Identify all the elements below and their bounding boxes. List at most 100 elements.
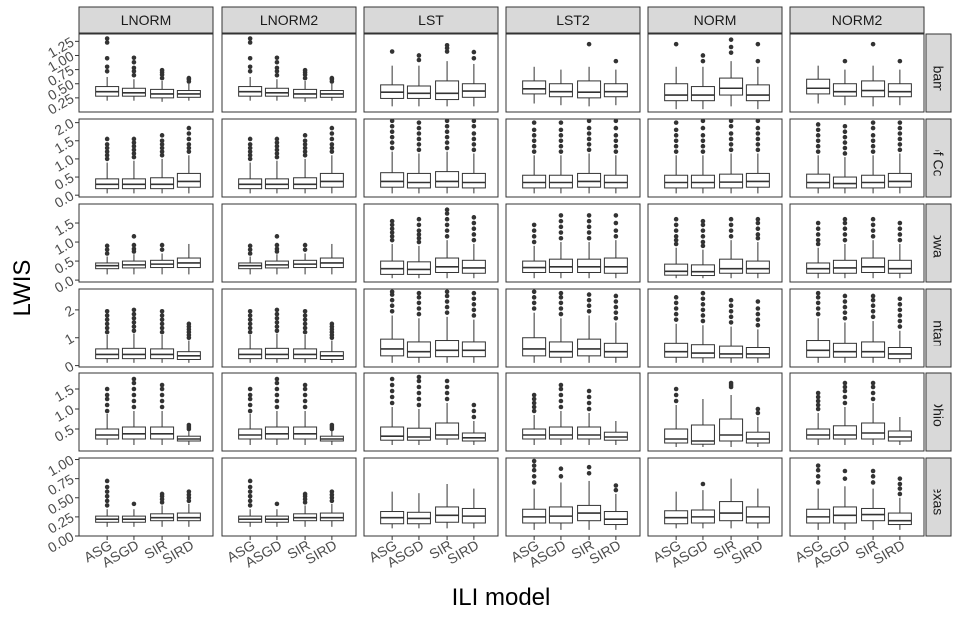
box [319,172,344,188]
facet-grid: LNORM LNORM2 LST LST2 NORM NORM2 AlabamaDistri… [45,6,952,570]
outlier-point [558,474,564,479]
outlier-point [159,382,165,388]
outlier-point [755,226,761,232]
outlier-point [416,216,422,222]
row-strip [925,33,952,113]
box [522,428,547,440]
column-strip [221,6,357,34]
outlier-point [131,65,137,71]
outlier-point [613,125,619,131]
column-strip [78,6,214,34]
box [719,501,744,522]
outlier-point [755,220,761,226]
outlier-point [302,67,308,73]
outlier-point [673,311,679,317]
outlier-point [274,315,280,321]
outlier-point [842,226,848,232]
outlier-point [274,398,280,404]
outlier-point [700,58,706,64]
outlier-point [673,216,679,222]
box [121,347,146,360]
outlier-point [815,226,821,232]
box [719,345,744,359]
outlier-point [302,392,308,398]
outlier-point [389,123,395,129]
outlier-point [815,474,821,479]
outlier-point [104,493,110,499]
outlier-point [159,142,165,147]
outlier-point [673,133,679,138]
box [603,174,628,189]
outlier-point [247,69,253,74]
outlier-point [159,321,165,327]
outlier-point [728,228,734,233]
outlier-point [274,69,280,74]
outlier-point [104,329,110,335]
box [861,422,886,440]
outlier-point [274,242,280,248]
outlier-point [131,242,137,248]
outlier-point [558,306,564,311]
box [806,78,831,95]
outlier-point [613,304,619,310]
outlier-point [471,147,477,153]
box [548,426,573,440]
outlier-point [673,398,679,404]
outlier-point [131,386,137,392]
outlier-point [274,147,280,153]
outlier-point [673,120,679,125]
outlier-point [444,129,450,134]
column-strip-label: LST [418,12,444,28]
outlier-point [673,295,679,300]
outlier-point [700,222,706,228]
outlier-point [728,222,734,228]
outlier-point [444,134,450,140]
outlier-point [558,127,564,133]
y-tick-label: 0.5 [52,169,77,193]
outlier-point [842,220,848,226]
outlier-point [186,422,192,428]
outlier-point [842,304,848,310]
outlier-point [897,142,903,147]
outlier-point [247,402,253,408]
box [435,340,460,358]
outlier-point [389,382,395,388]
outlier-point [159,149,165,154]
outlier-point [842,237,848,243]
outlier-point [302,75,308,81]
y-axis-title: LWIS [9,260,36,317]
y-tick-label: 0.5 [52,421,77,445]
box [548,506,573,524]
outlier-point [444,390,450,396]
outlier-point [159,313,165,318]
outlier-point [815,300,821,306]
outlier-point [558,398,564,404]
outlier-point [444,43,450,48]
outlier-point [586,394,592,400]
outlier-point [131,140,137,145]
outlier-point [700,296,706,302]
outlier-point [416,295,422,300]
outlier-point [389,222,395,228]
outlier-point [104,64,110,70]
outlier-point [531,463,537,468]
outlier-point [613,220,619,226]
box [406,85,431,99]
outlier-point [755,317,761,322]
outlier-point [302,325,308,331]
outlier-point [897,58,903,64]
outlier-point [558,392,564,398]
box [603,342,628,358]
outlier-point [329,75,335,81]
outlier-point [159,133,165,138]
box [690,86,715,102]
outlier-point [728,147,734,153]
box [406,427,431,441]
outlier-point [531,408,537,414]
row-strip-label: District of Columbia [931,97,947,219]
outlier-point [274,246,280,252]
box [719,77,744,96]
outlier-point [700,290,706,296]
outlier-point [842,400,848,406]
box [832,342,857,358]
